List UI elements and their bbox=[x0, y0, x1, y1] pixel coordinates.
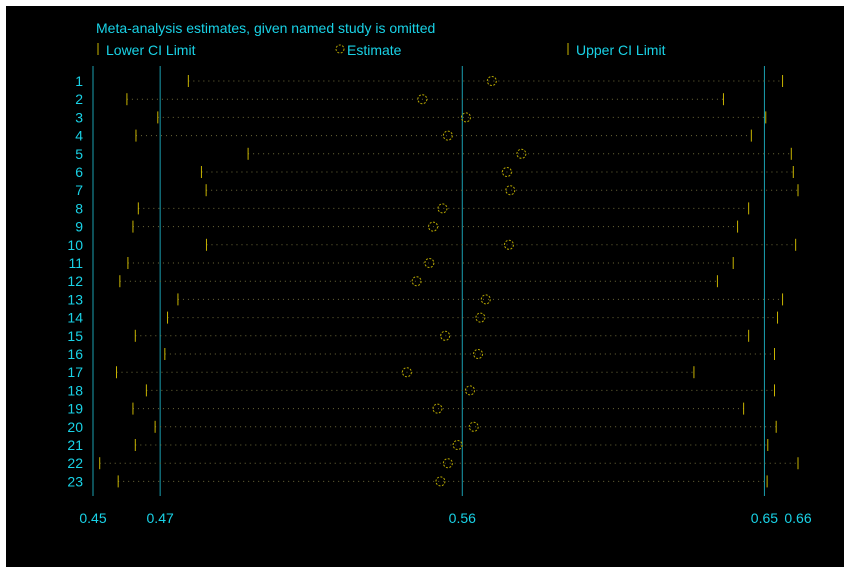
study-row: 17 bbox=[67, 364, 695, 380]
estimate-marker bbox=[442, 458, 453, 469]
x-tick-label: 0.66 bbox=[784, 510, 811, 526]
study-row: 12 bbox=[67, 273, 718, 289]
study-label: 13 bbox=[67, 291, 83, 307]
x-tick-label: 0.56 bbox=[449, 510, 476, 526]
study-row: 8 bbox=[75, 200, 750, 216]
study-row: 22 bbox=[67, 455, 799, 471]
study-row: 5 bbox=[75, 146, 792, 162]
study-row: 20 bbox=[67, 419, 777, 435]
estimate-marker bbox=[460, 112, 471, 123]
estimate-marker bbox=[473, 349, 484, 359]
study-label: 22 bbox=[67, 455, 83, 471]
study-label: 20 bbox=[67, 419, 83, 435]
study-label: 5 bbox=[75, 146, 83, 162]
study-label: 3 bbox=[75, 109, 83, 125]
chart-frame: Meta-analysis estimates, given named stu… bbox=[6, 6, 844, 567]
study-label: 11 bbox=[68, 255, 83, 271]
legend-marker-circle bbox=[335, 44, 345, 54]
legend-label: Upper CI Limit bbox=[576, 42, 666, 58]
estimate-marker bbox=[503, 239, 514, 250]
study-label: 16 bbox=[67, 346, 83, 362]
study-row: 23 bbox=[67, 473, 768, 489]
study-label: 14 bbox=[67, 310, 83, 326]
study-label: 10 bbox=[67, 237, 83, 253]
study-row: 16 bbox=[67, 346, 775, 362]
estimate-marker bbox=[411, 276, 422, 287]
estimate-marker bbox=[516, 148, 527, 159]
study-label: 23 bbox=[67, 473, 83, 489]
study-row: 2 bbox=[75, 91, 724, 107]
study-label: 9 bbox=[75, 219, 83, 235]
study-label: 15 bbox=[67, 328, 83, 344]
study-row: 21 bbox=[67, 437, 769, 453]
study-label: 1 bbox=[75, 73, 83, 89]
estimate-marker bbox=[480, 294, 491, 305]
study-row: 18 bbox=[67, 382, 775, 398]
study-row: 14 bbox=[67, 310, 779, 326]
estimate-marker bbox=[442, 130, 453, 141]
study-row: 19 bbox=[67, 401, 745, 417]
estimate-marker bbox=[401, 367, 412, 378]
estimate-marker bbox=[435, 476, 446, 487]
legend-label: Lower CI Limit bbox=[106, 42, 196, 58]
study-label: 21 bbox=[67, 437, 83, 453]
chart-canvas: Meta-analysis estimates, given named stu… bbox=[67, 20, 811, 526]
estimate-marker bbox=[428, 221, 439, 232]
estimate-marker bbox=[432, 403, 443, 414]
study-row: 11 bbox=[68, 255, 734, 271]
study-row: 9 bbox=[75, 219, 739, 235]
estimate-marker bbox=[452, 440, 463, 450]
estimate-marker bbox=[468, 421, 479, 432]
study-row: 4 bbox=[75, 128, 752, 144]
study-label: 8 bbox=[75, 200, 83, 216]
study-label: 4 bbox=[75, 128, 83, 144]
x-tick-label: 0.65 bbox=[751, 510, 778, 526]
chart-legend: Lower CI Limit Estimate Upper CI Limit bbox=[97, 42, 666, 58]
estimate-marker bbox=[486, 76, 497, 86]
estimate-marker bbox=[424, 258, 435, 268]
x-axis-tick-labels: 0.45 0.47 0.56 0.65 0.66 bbox=[79, 510, 811, 526]
study-label: 19 bbox=[67, 401, 83, 417]
study-label: 6 bbox=[75, 164, 83, 180]
study-row: 6 bbox=[75, 164, 794, 180]
estimate-marker bbox=[475, 312, 486, 323]
x-tick-label: 0.45 bbox=[79, 510, 106, 526]
study-row: 15 bbox=[67, 328, 750, 344]
study-label: 12 bbox=[67, 273, 83, 289]
study-row: 10 bbox=[67, 237, 797, 253]
estimate-marker bbox=[440, 330, 451, 341]
legend-label: Estimate bbox=[347, 42, 402, 58]
study-label: 18 bbox=[67, 382, 83, 398]
study-row: 13 bbox=[67, 291, 784, 307]
study-row: 7 bbox=[75, 182, 799, 198]
estimate-marker bbox=[501, 167, 512, 177]
x-tick-label: 0.47 bbox=[147, 510, 174, 526]
estimate-marker bbox=[505, 185, 516, 196]
study-row: 3 bbox=[75, 109, 767, 125]
study-label: 17 bbox=[67, 364, 83, 380]
study-label: 7 bbox=[75, 182, 83, 198]
study-row: 1 bbox=[75, 73, 784, 89]
estimate-marker bbox=[417, 94, 428, 105]
chart-title: Meta-analysis estimates, given named stu… bbox=[96, 20, 435, 36]
study-label: 2 bbox=[75, 91, 83, 107]
estimate-marker bbox=[437, 203, 448, 214]
reference-lines bbox=[92, 66, 765, 496]
estimate-marker bbox=[465, 385, 476, 396]
